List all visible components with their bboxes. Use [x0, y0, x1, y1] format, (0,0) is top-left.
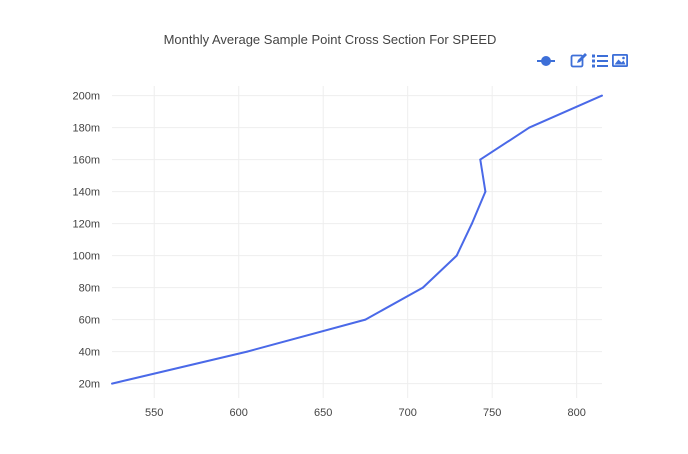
series-line: [111, 94, 603, 385]
data-point: [470, 222, 473, 225]
x-tick-label: 600: [230, 407, 248, 419]
x-tick-label: 700: [399, 407, 417, 419]
y-tick-label: 180m: [72, 123, 100, 135]
image-icon[interactable]: [611, 52, 629, 70]
y-tick-label: 200m: [72, 91, 100, 103]
series-group: [111, 94, 603, 385]
data-point: [601, 94, 603, 97]
data-point: [528, 126, 531, 129]
x-tick-labels: 550 600 650 700 750 800: [145, 407, 586, 419]
x-tick-label: 550: [145, 407, 163, 419]
x-tick-label: 800: [567, 407, 585, 419]
y-tick-label: 60m: [79, 315, 100, 327]
data-point: [421, 286, 424, 289]
y-tick-label: 100m: [72, 251, 100, 263]
x-tick-label: 650: [314, 407, 332, 419]
y-tick-label: 120m: [72, 219, 100, 231]
edit-icon[interactable]: [570, 52, 588, 70]
y-tick-labels: 20m 40m 60m 80m 100m 120m 140m 160m 180m 200m: [72, 91, 100, 391]
data-point: [246, 350, 249, 353]
y-tick-label: 160m: [72, 155, 100, 167]
x-gridlines: [153, 86, 578, 398]
y-gridlines: [112, 95, 602, 385]
data-point: [484, 190, 487, 193]
data-point: [455, 254, 458, 257]
chart-title: Monthly Average Sample Point Cross Secti…: [163, 32, 497, 47]
list-icon[interactable]: [591, 52, 609, 70]
x-tick-label: 750: [483, 407, 501, 419]
y-tick-label: 40m: [79, 347, 100, 359]
toggle-marker-icon[interactable]: [536, 52, 555, 70]
data-point: [111, 382, 113, 385]
data-point: [479, 158, 482, 161]
y-tick-label: 140m: [72, 187, 100, 199]
data-point: [364, 318, 367, 321]
y-tick-label: 20m: [79, 379, 100, 391]
y-tick-label: 80m: [79, 283, 100, 295]
